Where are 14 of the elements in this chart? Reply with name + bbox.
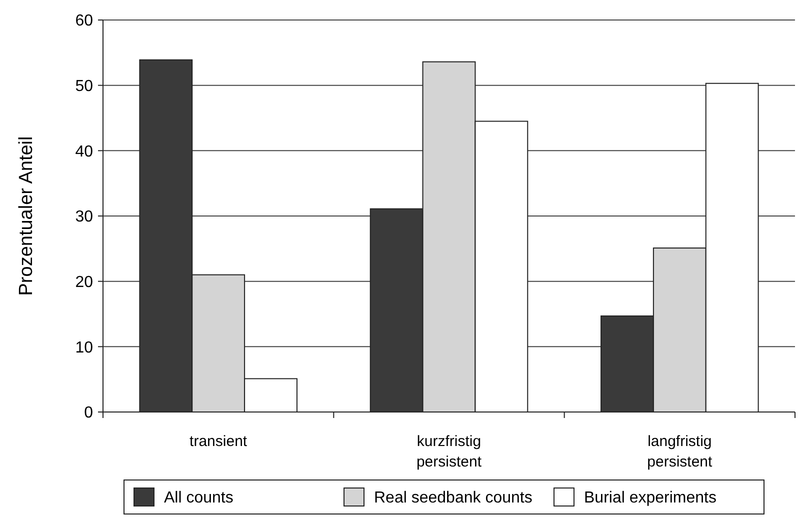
x-tick-label: langfristig persistent xyxy=(647,433,714,470)
x-tick-label: kurzfristig persistent xyxy=(416,433,482,470)
legend-label: All counts xyxy=(164,490,234,507)
legend-label: Real seedbank counts xyxy=(374,490,532,507)
y-tick-label: 60 xyxy=(75,12,94,30)
y-tick-label: 10 xyxy=(75,339,94,356)
y-tick-label: 40 xyxy=(75,143,94,160)
legend-label: Burial experiments xyxy=(584,490,716,507)
y-axis-title: Prozentualer Anteil xyxy=(16,136,37,296)
x-tick-label: transient xyxy=(190,433,248,450)
y-tick-label: 30 xyxy=(75,208,94,226)
y-tick-label: 0 xyxy=(84,404,94,422)
y-tick-label: 50 xyxy=(75,78,94,95)
y-tick-label: 20 xyxy=(75,274,94,291)
